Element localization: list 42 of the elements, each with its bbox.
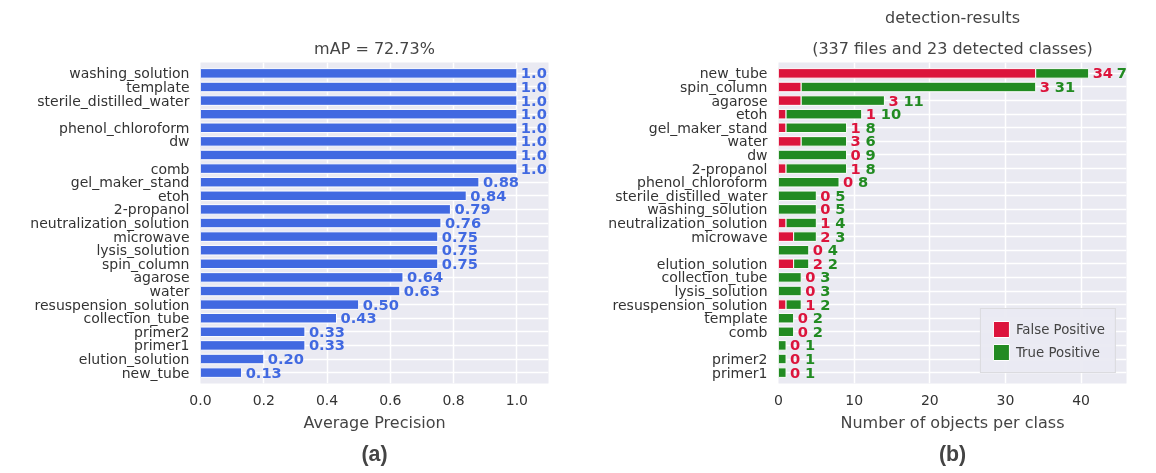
- annotation: 11: [903, 91, 924, 109]
- y-tick-label: lysis_solution: [96, 242, 190, 259]
- x-tick-label: 0.4: [315, 391, 339, 408]
- x-tick-label: 10: [845, 391, 864, 408]
- x-axis-title: Number of objects per class: [840, 412, 1065, 432]
- x-tick-label: 0.2: [252, 391, 275, 408]
- annotation: 31: [1054, 77, 1076, 95]
- x-tick-label: 1.0: [505, 391, 528, 408]
- x-tick-label: 0.8: [442, 391, 465, 408]
- y-tick-label: collection_tube: [661, 269, 768, 286]
- annotation: 7: [1116, 64, 1127, 82]
- y-tick-label: primer2: [712, 351, 768, 368]
- legend-label: False Positive: [1015, 321, 1105, 337]
- chart-title: detection-results: [885, 7, 1020, 27]
- y-tick-label: 2-propanol: [113, 201, 190, 218]
- text: (b): [938, 441, 967, 466]
- text: (a): [361, 441, 388, 466]
- y-tick-label: agarose: [133, 269, 190, 286]
- legend-label: True Positive: [1015, 344, 1100, 360]
- x-tick-label: 0.0: [189, 391, 212, 408]
- y-tick-label: agarose: [711, 92, 768, 109]
- y-tick-label: washing_solution: [647, 201, 768, 218]
- chart-subtitle: (337 files and 23 detected classes): [812, 38, 1093, 58]
- x-tick-label: 30: [996, 391, 1015, 408]
- y-tick-label: comb: [150, 160, 190, 177]
- x-axis-title: Average Precision: [303, 412, 446, 432]
- annotation: 34: [1092, 64, 1114, 82]
- y-tick-label: microwave: [113, 228, 190, 245]
- chart-title: mAP = 72.73%: [314, 38, 435, 58]
- annotation: 3: [1039, 77, 1050, 95]
- y-tick-label: dw: [169, 133, 190, 150]
- x-tick-label: 0.6: [379, 391, 402, 408]
- y-tick-label: new_tube: [121, 364, 190, 381]
- y-tick-label: microwave: [691, 228, 768, 245]
- y-tick-label: elution_solution: [656, 255, 768, 272]
- x-tick-label: 40: [1072, 391, 1091, 408]
- y-tick-label: template: [704, 310, 768, 327]
- x-tick-label: 0: [774, 391, 783, 408]
- y-tick-label: 2-propanol: [691, 160, 768, 177]
- y-tick-label: lysis_solution: [674, 283, 768, 300]
- x-tick-label: 20: [920, 391, 939, 408]
- y-tick-label: phenol_chloroform: [59, 119, 190, 136]
